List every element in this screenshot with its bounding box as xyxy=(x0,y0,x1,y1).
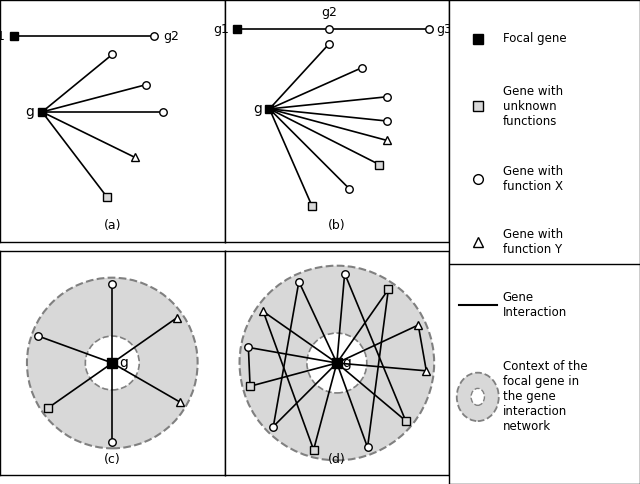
Text: (d): (d) xyxy=(328,454,346,466)
Text: (b): (b) xyxy=(328,219,346,232)
Text: (a): (a) xyxy=(104,219,121,232)
Text: g: g xyxy=(253,102,262,116)
Text: g: g xyxy=(119,356,128,370)
Text: g1: g1 xyxy=(214,23,230,35)
Circle shape xyxy=(85,336,140,390)
Text: Gene
Interaction: Gene Interaction xyxy=(502,291,567,319)
Circle shape xyxy=(307,333,367,393)
Text: g2: g2 xyxy=(321,6,337,19)
Ellipse shape xyxy=(471,388,484,406)
Text: Gene with
unknown
functions: Gene with unknown functions xyxy=(502,85,563,128)
Circle shape xyxy=(239,266,434,460)
Text: g: g xyxy=(25,105,34,119)
Text: Gene with
function Y: Gene with function Y xyxy=(502,228,563,256)
Circle shape xyxy=(27,278,198,448)
Ellipse shape xyxy=(457,373,499,421)
Text: g1: g1 xyxy=(0,30,6,43)
Text: (c): (c) xyxy=(104,454,121,466)
Text: g3: g3 xyxy=(436,23,452,35)
Text: g: g xyxy=(342,356,351,370)
Text: Focal gene: Focal gene xyxy=(502,32,566,45)
Text: g2: g2 xyxy=(163,30,179,43)
Text: Context of the
focal gene in
the gene
interaction
network: Context of the focal gene in the gene in… xyxy=(502,361,587,433)
Text: Gene with
function X: Gene with function X xyxy=(502,165,563,193)
